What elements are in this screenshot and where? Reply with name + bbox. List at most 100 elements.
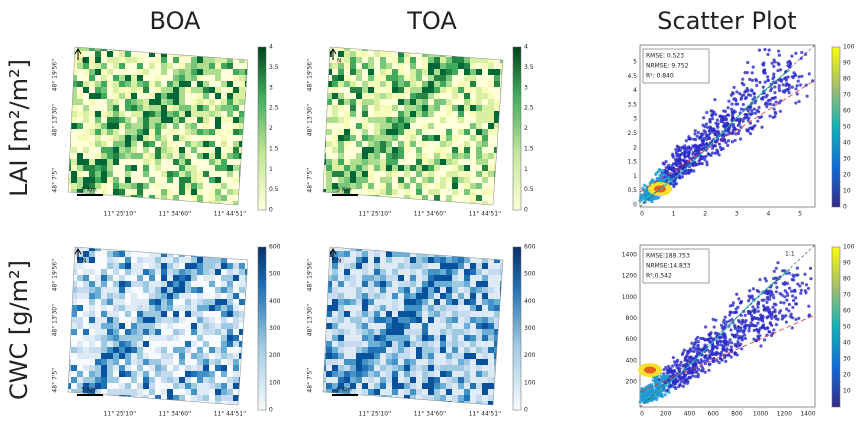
scatter-point	[746, 61, 749, 64]
map-pixel	[332, 177, 338, 183]
map-pixel	[368, 189, 374, 195]
map-pixel	[149, 401, 155, 407]
map-pixel	[119, 147, 125, 153]
map-pixel	[107, 69, 113, 75]
map-pixel	[452, 293, 458, 299]
map-pixel	[398, 299, 404, 305]
map-pixel	[320, 269, 326, 275]
map-pixel	[155, 45, 161, 51]
scatter-point	[755, 84, 758, 87]
map-pixel	[374, 99, 380, 105]
scatter-point	[778, 101, 781, 104]
map-pixel	[422, 135, 428, 141]
map-pixel	[482, 153, 488, 159]
map-pixel	[131, 177, 137, 183]
map-pixel	[464, 287, 470, 293]
map-pixel	[404, 171, 410, 177]
map-pixel	[380, 365, 386, 371]
map-pixel	[410, 323, 416, 329]
map-pixel	[197, 299, 203, 305]
map-pixel	[344, 377, 350, 383]
map-pixel	[101, 123, 107, 129]
map-pixel	[173, 257, 179, 263]
map-pixel	[161, 75, 167, 81]
map-pixel	[167, 177, 173, 183]
map-pixel	[404, 401, 410, 407]
map-pixel	[167, 371, 173, 377]
map-pixel	[167, 311, 173, 317]
map-pixel	[380, 287, 386, 293]
map-pixel	[119, 165, 125, 171]
map-pixel	[185, 305, 191, 311]
map-pixel	[422, 377, 428, 383]
x-tick-label: 3	[735, 211, 739, 218]
map-pixel	[416, 201, 422, 207]
map-pixel	[464, 365, 470, 371]
stats-text: NRMSE: 9.752	[646, 63, 689, 70]
map-pixel	[161, 99, 167, 105]
colorbar-tick-label: 600	[524, 244, 536, 251]
map-pixel	[209, 51, 215, 57]
map-pixel	[71, 99, 77, 105]
map-pixel	[320, 305, 326, 311]
map-pixel	[386, 195, 392, 201]
map-pixel	[83, 329, 89, 335]
scatter-point	[768, 114, 771, 117]
map-pixel	[434, 57, 440, 63]
map-pixel	[398, 117, 404, 123]
map-pixel	[191, 153, 197, 159]
map-pixel	[77, 347, 83, 353]
scatter-point	[764, 103, 767, 106]
map-pixel	[464, 189, 470, 195]
map-pixel	[452, 171, 458, 177]
map-pixel	[452, 263, 458, 269]
map-pixel	[464, 81, 470, 87]
map-pixel	[362, 293, 368, 299]
map-pixel	[476, 111, 482, 117]
map-pixel	[410, 81, 416, 87]
map-pixel	[428, 147, 434, 153]
map-pixel	[95, 401, 101, 407]
scatter-point	[747, 299, 750, 302]
map-pixel	[137, 257, 143, 263]
map-pixel	[245, 141, 251, 147]
map-pixel	[368, 281, 374, 287]
map-pixel	[173, 93, 179, 99]
map-pixel	[215, 87, 221, 93]
map-pixel	[458, 111, 464, 117]
map-pixel	[374, 383, 380, 389]
map-pixel	[77, 165, 83, 171]
map-pixel	[203, 153, 209, 159]
map-pixel	[149, 195, 155, 201]
map-pixel	[356, 117, 362, 123]
map-pixel	[131, 311, 137, 317]
column-header: TOA	[406, 7, 457, 35]
map-pixel	[404, 165, 410, 171]
map-pixel	[185, 275, 191, 281]
map-pixel	[452, 159, 458, 165]
map-pixel	[95, 263, 101, 269]
map-pixel	[464, 129, 470, 135]
map-pixel	[452, 245, 458, 251]
scatter-point	[797, 100, 800, 103]
scatter-point	[758, 49, 761, 52]
map-pixel	[125, 105, 131, 111]
colorbar-tick-label: 0	[524, 407, 528, 414]
map-pixel	[245, 75, 251, 81]
map-pixel	[143, 141, 149, 147]
map-pixel	[374, 245, 380, 251]
map-pixel	[422, 45, 428, 51]
map-pixel	[440, 365, 446, 371]
map-pixel	[458, 365, 464, 371]
map-pixel	[149, 153, 155, 159]
map-pixel	[416, 305, 422, 311]
map-pixel	[203, 365, 209, 371]
map-pixel	[155, 129, 161, 135]
map-pixel	[239, 63, 245, 69]
map-pixel	[155, 123, 161, 129]
map-pixel	[209, 201, 215, 207]
map-pixel	[482, 165, 488, 171]
map-pixel	[482, 81, 488, 87]
map-pixel	[221, 69, 227, 75]
map-pixel	[167, 159, 173, 165]
